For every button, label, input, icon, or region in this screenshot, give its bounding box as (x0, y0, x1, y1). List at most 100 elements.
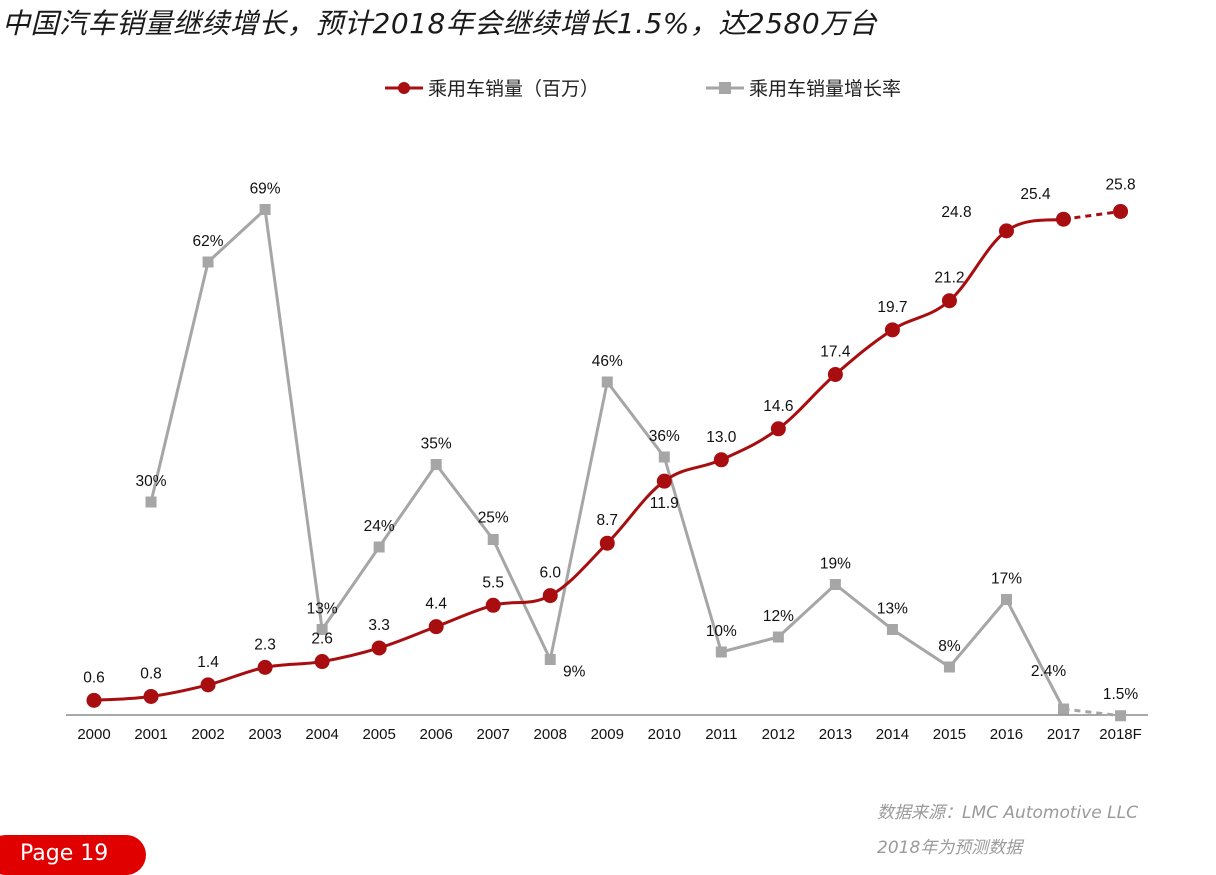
growth-point (943, 661, 955, 673)
growth-point (316, 624, 328, 635)
sales-data-label: 13.0 (706, 429, 737, 446)
legend-sales-label: 乘用车销量（百万） (428, 78, 599, 100)
growth-data-label: 24% (364, 518, 395, 535)
sales-data-label: 2.3 (254, 636, 276, 653)
growth-line (149, 208, 1065, 710)
x-tick-label: 2012 (762, 726, 795, 743)
growth-point (202, 256, 214, 268)
source-note: 数据来源：LMC Automotive LLC (877, 803, 1138, 823)
growth-point (772, 631, 784, 643)
x-tick-label: 2002 (191, 726, 224, 743)
sales-series: 0.6 0.8 1.4 2.3 2.6 3.3 4.4 5.5 6.0 8.7 11.9 13.0 14… (83, 176, 1136, 708)
legend-growth-label: 乘用车销量增长率 (749, 78, 901, 100)
growth-data-label: 46% (592, 353, 623, 370)
sales-point (656, 473, 672, 489)
sales-point (86, 692, 102, 708)
growth-data-label: 30% (136, 473, 167, 490)
chart-legend: 乘用车销量（百万） 乘用车销量增长率 (385, 78, 901, 100)
sales-point (371, 640, 387, 656)
growth-data-label: 36% (649, 428, 680, 445)
x-tick-label: 2007 (477, 726, 510, 743)
x-tick-label: 2010 (648, 726, 681, 743)
growth-data-label: 9% (563, 664, 586, 681)
sales-point (713, 452, 729, 468)
sales-data-label: 8.7 (596, 512, 618, 529)
sales-point (257, 659, 273, 675)
sales-point (428, 619, 444, 635)
x-tick-label: 2008 (534, 726, 567, 743)
legend-growth-marker (719, 82, 731, 94)
sales-point (542, 588, 558, 604)
growth-data-label: 13% (877, 601, 908, 618)
legend-sales-marker (398, 82, 410, 94)
sales-forecast-line (1063, 209, 1121, 221)
sales-data-label: 24.8 (941, 204, 971, 221)
sales-data-label: 25.4 (1020, 186, 1051, 203)
sales-data-label: 21.2 (934, 270, 964, 287)
growth-point (601, 376, 613, 388)
growth-forecast-line (1063, 707, 1121, 718)
x-tick-label: 2004 (305, 726, 338, 743)
x-tick-labels: 2000 2001 2002 2003 2004 2005 2006 2007 2008 2009… (77, 726, 1142, 743)
x-tick-label: 2014 (876, 726, 909, 743)
growth-point (145, 496, 157, 508)
page-title: 中国汽车销量继续增长，预计2018年会继续增长1.5%，达2580万台 (2, 7, 878, 40)
sales-data-label: 3.3 (368, 617, 390, 634)
growth-point (487, 534, 499, 545)
growth-point (373, 541, 385, 553)
sales-data-label: 1.4 (197, 654, 219, 671)
growth-point (829, 579, 841, 590)
sales-line (93, 217, 1064, 702)
growth-data-label: 35% (421, 436, 452, 453)
sales-data-label: 25.8 (1105, 176, 1135, 193)
growth-data-label: 12% (763, 608, 794, 625)
x-tick-label: 2017 (1047, 726, 1080, 743)
sales-point (143, 688, 159, 704)
sales-point (599, 535, 615, 551)
sales-data-label: 0.8 (140, 665, 162, 682)
sales-data-label: 11.9 (650, 495, 679, 512)
x-tick-label: 2000 (77, 726, 110, 743)
x-tick-label: 2011 (705, 726, 737, 743)
sales-point (314, 654, 330, 670)
growth-point (1000, 594, 1012, 605)
growth-point (658, 451, 670, 463)
growth-rate-series: 30% 62% 69% 13% 24% 35% 25% 9% 46% 36% 10% 12% 19% 13… (136, 181, 1138, 722)
sales-data-label: 5.5 (482, 574, 504, 591)
sales-data-label: 14.6 (763, 398, 793, 415)
growth-data-label: 19% (820, 556, 851, 573)
growth-data-label: 10% (706, 623, 737, 640)
x-tick-label: 2005 (362, 726, 395, 743)
sales-data-label: 2.6 (311, 631, 333, 648)
sales-point (1056, 211, 1072, 227)
forecast-note: 2018年为预测数据 (877, 838, 1023, 858)
x-tick-label: 2013 (819, 726, 852, 743)
growth-point (715, 646, 727, 658)
page-number-badge: Page 19 (0, 835, 146, 875)
sales-data-label: 6.0 (539, 565, 561, 582)
growth-data-label: 17% (991, 571, 1022, 588)
growth-point (1115, 710, 1127, 722)
growth-data-label: 2.4% (1031, 663, 1067, 680)
sales-data-label: 19.7 (877, 299, 907, 316)
sales-data-label: 0.6 (83, 669, 105, 686)
sales-data-label: 17.4 (820, 343, 851, 360)
growth-point (259, 204, 271, 215)
sales-point (200, 677, 216, 693)
sales-point (1113, 203, 1129, 219)
sales-point (827, 366, 843, 382)
sales-point (941, 293, 957, 309)
growth-point (544, 654, 556, 665)
growth-data-label: 69% (250, 181, 281, 198)
x-tick-label: 2003 (248, 726, 281, 743)
x-tick-label: 2016 (990, 726, 1023, 743)
growth-point (430, 459, 442, 470)
sales-point (884, 322, 900, 338)
x-tick-label: 2001 (134, 726, 167, 743)
x-tick-label: 2018F (1099, 726, 1142, 743)
x-tick-label: 2015 (933, 726, 966, 743)
growth-point (1058, 703, 1070, 715)
growth-data-label: 62% (193, 233, 224, 250)
growth-data-label: 13% (307, 601, 338, 618)
